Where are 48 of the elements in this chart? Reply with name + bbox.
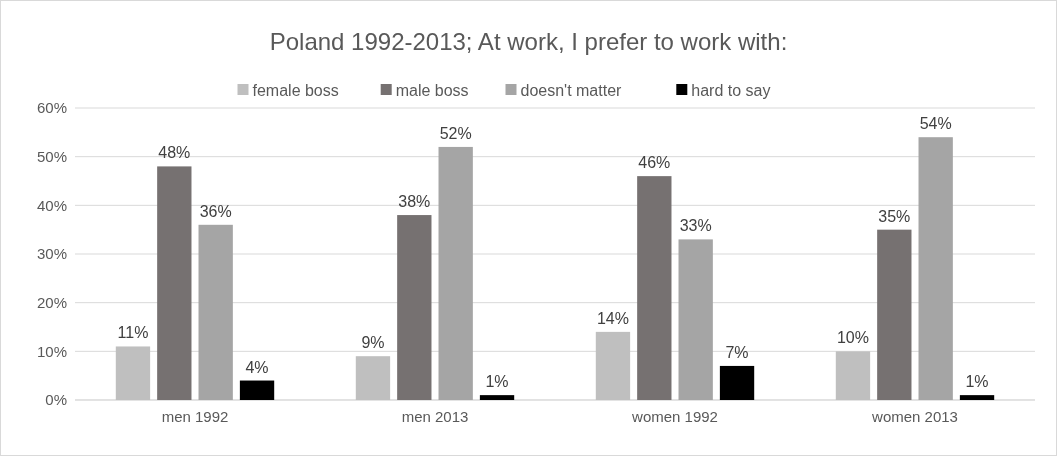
- bar: [835, 351, 871, 400]
- y-tick-label: 40%: [36, 196, 67, 214]
- y-tick-label: 20%: [36, 293, 67, 311]
- data-label: 54%: [919, 115, 952, 133]
- bar: [877, 229, 912, 400]
- bar: [918, 137, 953, 400]
- bar: [355, 356, 391, 400]
- x-tick-label: men 1992: [161, 408, 229, 425]
- legend-label: hard to say: [691, 81, 771, 99]
- data-label: 10%: [836, 329, 869, 347]
- bar: [397, 215, 432, 400]
- bar: [678, 239, 713, 400]
- legend-label: doesn't matter: [520, 81, 623, 99]
- data-label: 48%: [158, 144, 191, 162]
- data-label: 1%: [965, 373, 989, 391]
- y-tick-label: 30%: [36, 245, 67, 263]
- data-label: 4%: [245, 358, 269, 376]
- data-label: 35%: [878, 207, 911, 225]
- data-label: 36%: [199, 202, 232, 220]
- data-label: 1%: [485, 373, 509, 391]
- x-tick-label: women 1992: [631, 408, 718, 425]
- y-tick-label: 60%: [36, 99, 67, 117]
- data-label: 33%: [679, 217, 712, 235]
- bar: [239, 380, 275, 400]
- bar: [157, 166, 192, 400]
- y-tick-label: 10%: [36, 342, 67, 360]
- bar: [637, 176, 672, 400]
- y-tick-label: 0%: [45, 391, 67, 409]
- bar: [719, 365, 755, 400]
- bar: [595, 331, 631, 400]
- data-label: 14%: [596, 309, 629, 327]
- data-label: 38%: [398, 193, 431, 211]
- data-label: 52%: [439, 124, 472, 142]
- x-tick-label: men 2013: [401, 408, 469, 425]
- data-label: 11%: [117, 324, 149, 342]
- chart-title: Poland 1992-2013; At work, I prefer to work with:: [269, 28, 788, 55]
- bar: [438, 146, 473, 400]
- legend-label: male boss: [395, 81, 469, 99]
- bar: [198, 224, 233, 400]
- y-tick-label: 50%: [36, 147, 67, 165]
- data-label: 9%: [361, 334, 385, 352]
- bar: [115, 346, 151, 400]
- x-tick-label: women 2013: [871, 408, 958, 425]
- bar: [959, 395, 995, 400]
- data-label: 7%: [725, 343, 749, 361]
- bar: [479, 395, 515, 400]
- data-label: 46%: [638, 154, 671, 172]
- legend-label: female boss: [252, 81, 339, 99]
